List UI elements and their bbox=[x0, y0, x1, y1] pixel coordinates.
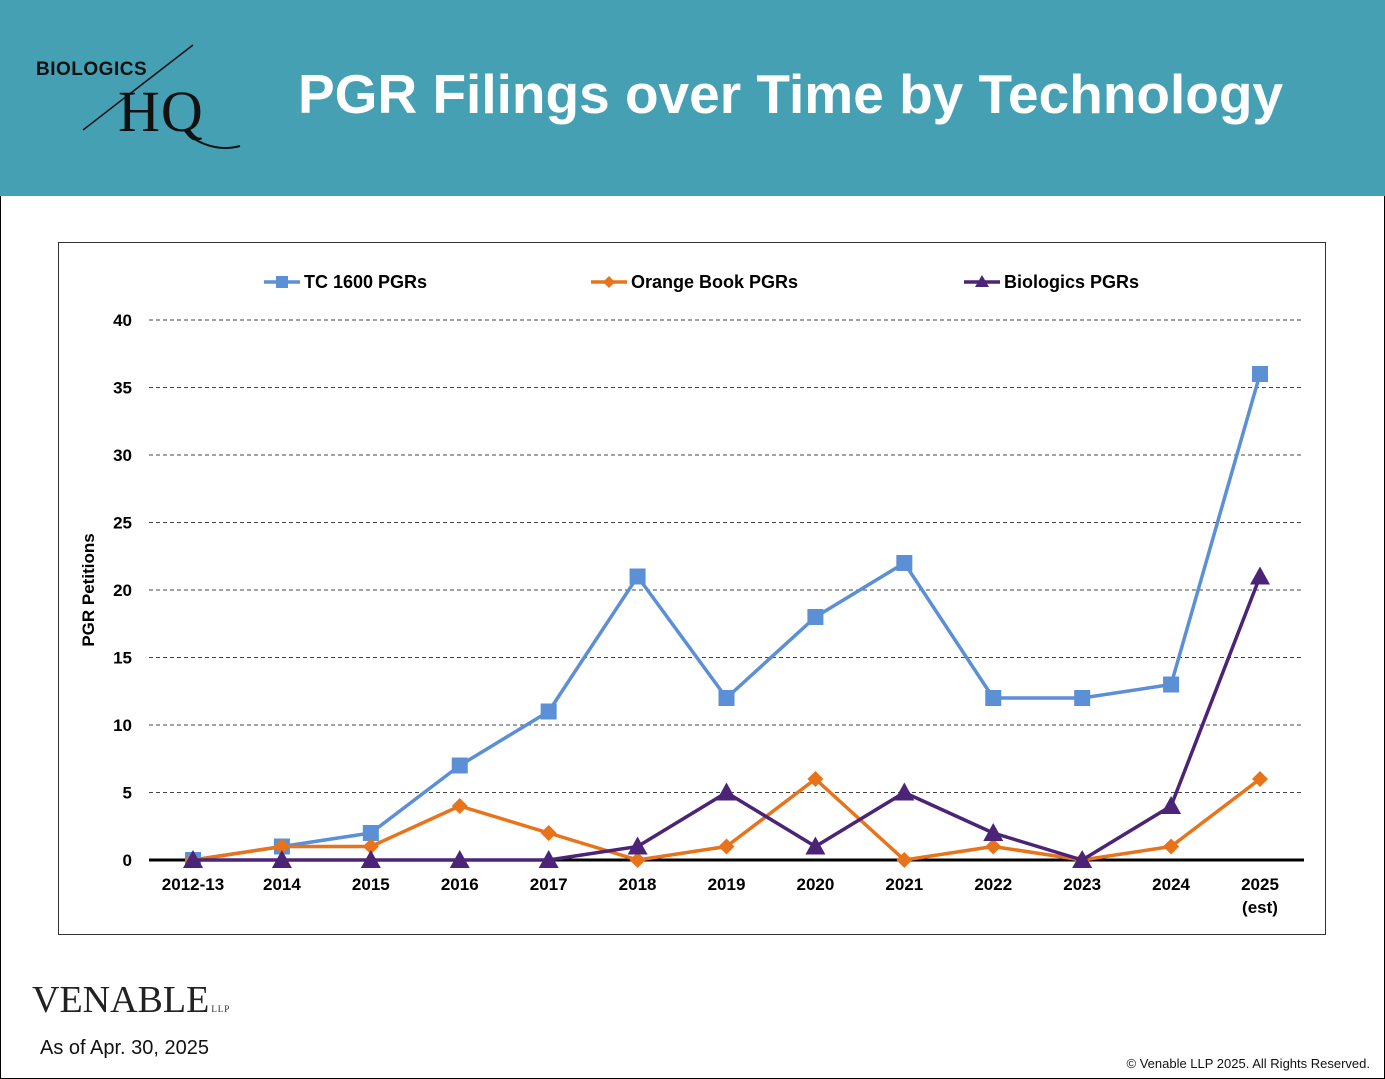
logo-slash bbox=[82, 44, 241, 149]
orange-book-pgrs-point bbox=[896, 852, 913, 868]
tc-1600-pgrs-point bbox=[1252, 366, 1268, 382]
x-tick-label: 2019 bbox=[708, 875, 746, 894]
chart-container: 0 5 10 15 20 25 30 35 40 2012-13 2014 2015 2016 2017 2… bbox=[58, 242, 1326, 935]
tc-1600-pgrs-point bbox=[718, 690, 735, 706]
y-tick-label: 30 bbox=[113, 446, 132, 465]
orange-book-pgrs-point bbox=[718, 838, 735, 855]
orange-book-pgrs-point bbox=[1163, 838, 1180, 855]
biologics-pgrs-point bbox=[449, 850, 470, 868]
venable-logo: VENABLE LLP bbox=[32, 978, 230, 1022]
x-tick-label: 2016 bbox=[441, 875, 479, 894]
orange-book-pgrs-point bbox=[629, 852, 646, 868]
x-tick-label: 2018 bbox=[619, 875, 657, 894]
x-tick-label: 2014 bbox=[263, 875, 301, 894]
x-tick-label: 2020 bbox=[797, 875, 835, 894]
y-axis-label: PGR Petitions bbox=[79, 533, 98, 646]
y-tick-label: 10 bbox=[113, 716, 132, 735]
orange-book-pgrs-legend-label: Orange Book PGRs bbox=[631, 272, 798, 292]
y-tick-label: 25 bbox=[113, 514, 132, 533]
y-tick-label: 0 bbox=[123, 851, 132, 870]
biologics-pgrs-point bbox=[1250, 566, 1270, 585]
venable-brand: VENABLE bbox=[32, 979, 210, 1021]
tc-1600-pgrs-point bbox=[540, 703, 557, 720]
as-of-date: As of Apr. 30, 2025 bbox=[40, 1037, 210, 1059]
biologics-pgrs-point bbox=[538, 850, 559, 868]
header-banner: BIOLOGICS HQ PGR Filings over Time by Te… bbox=[0, 0, 1385, 196]
orange-book-pgrs-point bbox=[1252, 771, 1268, 787]
page-title: PGR Filings over Time by Technology bbox=[298, 63, 1284, 125]
tc-1600-pgrs-legend-marker bbox=[276, 276, 288, 288]
y-tick-label: 5 bbox=[123, 784, 132, 803]
biologics-pgrs-line bbox=[193, 575, 1262, 862]
biologics-pgrs-point bbox=[983, 823, 1004, 841]
y-tick-label: 15 bbox=[113, 649, 132, 668]
biologics-pgrs-point bbox=[1072, 850, 1093, 868]
y-tick-label: 20 bbox=[113, 581, 132, 600]
x-tick-label: 2025 bbox=[1241, 875, 1279, 894]
x-tick-label: 2012-13 bbox=[162, 875, 224, 894]
orange-book-pgrs-point bbox=[451, 798, 468, 814]
orange-book-pgrs-legend-marker bbox=[603, 276, 615, 288]
x-tick-label: 2022 bbox=[974, 875, 1012, 894]
biologics-pgrs-point bbox=[805, 836, 826, 855]
logo-biologics-text: BIOLOGICS bbox=[36, 59, 148, 80]
x-tick-label: 2015 bbox=[352, 875, 390, 894]
logo-hq-text: HQ bbox=[118, 79, 204, 144]
orange-book-pgrs-point bbox=[362, 838, 379, 855]
tc-1600-pgrs-point bbox=[451, 757, 468, 774]
copyright-notice: © Venable LLP 2025. All Rights Reserved. bbox=[1126, 1056, 1371, 1071]
tc-1600-pgrs-point bbox=[362, 825, 379, 841]
biologics-pgrs-point bbox=[894, 782, 915, 801]
tc-1600-pgrs-point bbox=[985, 690, 1002, 706]
biologics-hq-logo: BIOLOGICS HQ bbox=[28, 40, 248, 160]
x-tick-label: 2024 bbox=[1152, 875, 1190, 894]
biologics-pgrs-point bbox=[627, 836, 648, 855]
x-tick-label-sub: (est) bbox=[1242, 898, 1278, 917]
biologics-pgrs-legend-label: Biologics PGRs bbox=[1004, 272, 1139, 292]
biologics-pgrs-point bbox=[360, 850, 381, 868]
x-tick-label: 2017 bbox=[530, 875, 568, 894]
orange-book-pgrs-point bbox=[985, 838, 1002, 855]
biologics-pgrs-point bbox=[1161, 796, 1182, 814]
biologics-pgrs-point bbox=[271, 850, 292, 868]
tc-1600-pgrs-point bbox=[807, 609, 824, 625]
orange-book-pgrs-point bbox=[540, 825, 557, 841]
biologics-pgrs-legend-marker bbox=[975, 275, 989, 287]
y-tick-label: 35 bbox=[113, 379, 132, 398]
tc-1600-pgrs-legend-label: TC 1600 PGRs bbox=[304, 272, 427, 292]
x-tick-label: 2023 bbox=[1063, 875, 1101, 894]
y-tick-label: 40 bbox=[113, 311, 132, 330]
orange-book-pgrs-point bbox=[807, 771, 824, 787]
biologics-pgrs-point bbox=[183, 850, 203, 868]
orange-book-pgrs-point bbox=[273, 838, 290, 855]
tc-1600-pgrs-point bbox=[629, 568, 646, 585]
biologics-pgrs-point bbox=[716, 782, 737, 801]
tc-1600-pgrs-point bbox=[1163, 676, 1180, 693]
venable-llp: LLP bbox=[211, 1004, 231, 1014]
tc-1600-pgrs-point bbox=[1074, 690, 1091, 706]
tc-1600-pgrs-point bbox=[896, 555, 913, 571]
x-tick-label: 2021 bbox=[885, 875, 923, 894]
